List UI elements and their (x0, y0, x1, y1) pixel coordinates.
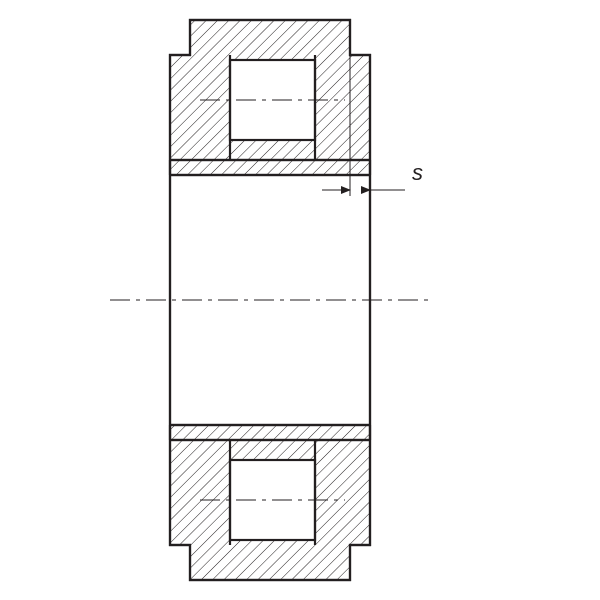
hatched-section (190, 20, 350, 55)
hatched-section (230, 140, 315, 160)
hatched-section (315, 440, 370, 545)
hatched-section (170, 160, 370, 175)
hatched-section (170, 55, 230, 160)
bearing-cross-section: s (0, 0, 600, 600)
hatched-section (230, 440, 315, 460)
hatched-section (315, 55, 370, 160)
dimension-label-s: s (412, 160, 423, 185)
hatched-section (170, 425, 370, 440)
hatched-section (190, 545, 350, 580)
hatched-section (170, 440, 230, 545)
